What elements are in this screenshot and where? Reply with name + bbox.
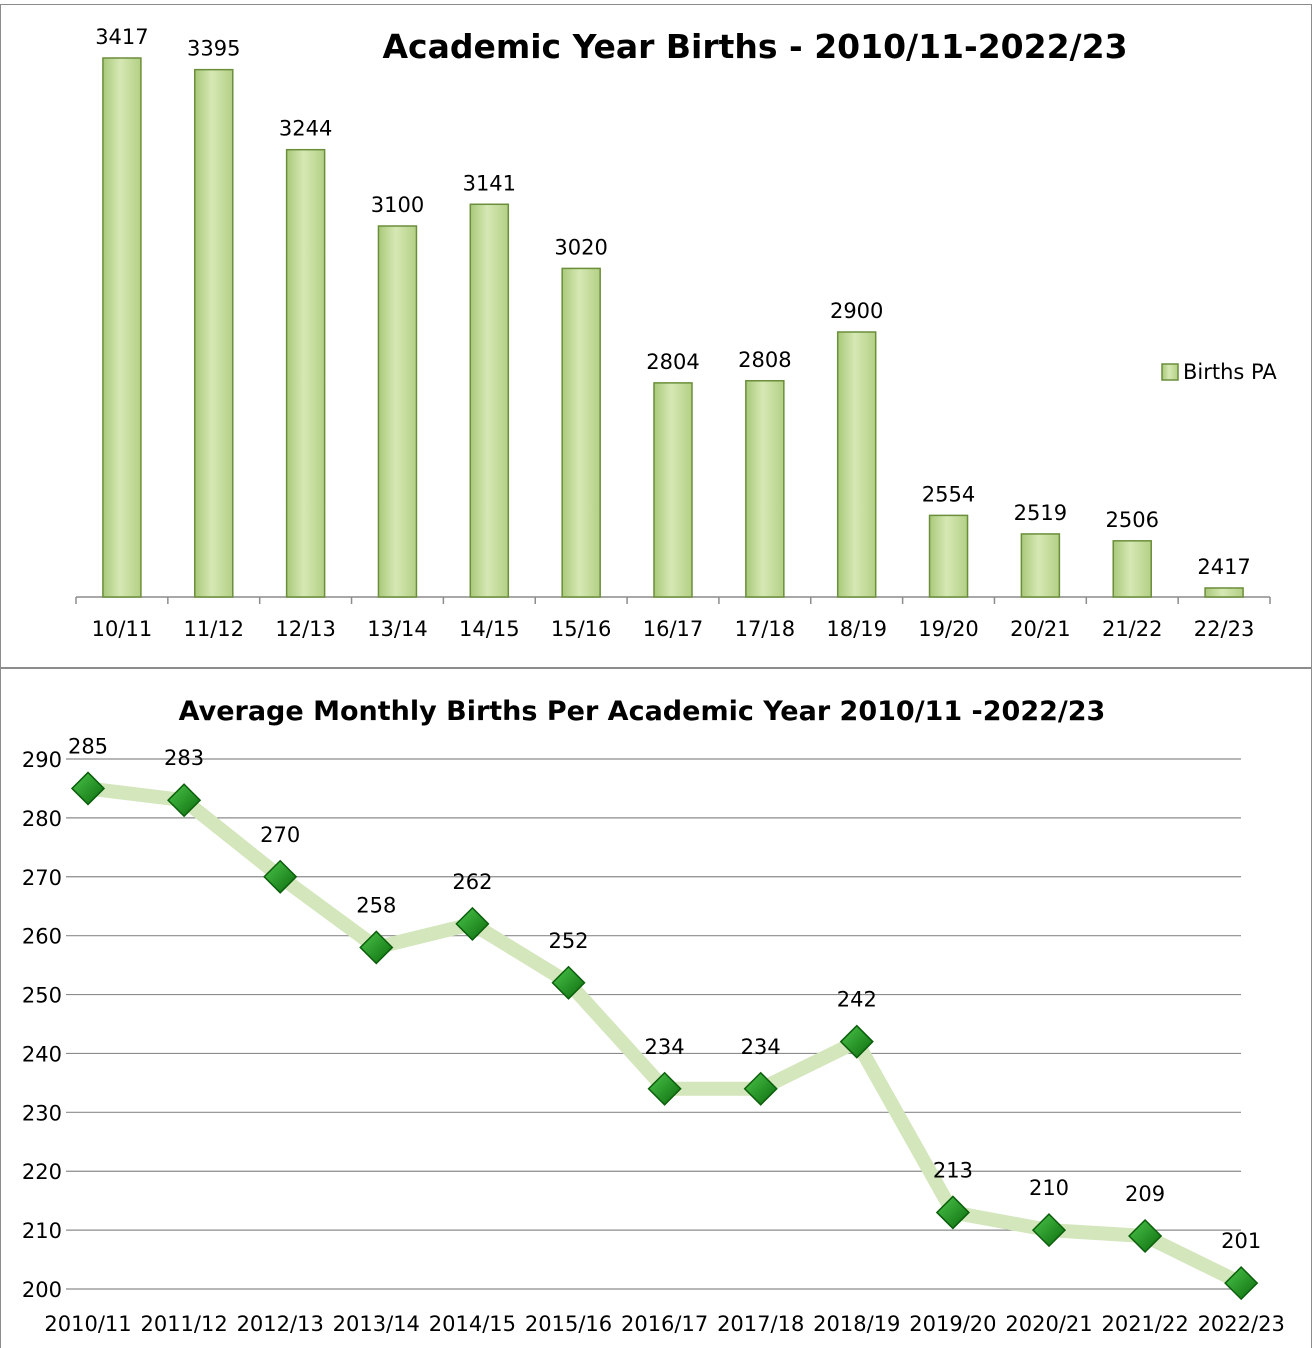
x-tick-label: 18/19 bbox=[826, 617, 887, 641]
data-point bbox=[1224, 1266, 1259, 1301]
legend-label: Births PA bbox=[1183, 360, 1277, 384]
bar-value-label: 3244 bbox=[279, 117, 332, 141]
y-tick-label: 220 bbox=[22, 1160, 62, 1184]
data-label: 270 bbox=[260, 823, 300, 847]
y-tick-label: 290 bbox=[22, 748, 62, 772]
bar-value-label: 3417 bbox=[95, 25, 148, 49]
data-label: 213 bbox=[933, 1158, 973, 1182]
y-tick-label: 270 bbox=[22, 866, 62, 890]
bar bbox=[285, 148, 326, 598]
bar-value-label: 2519 bbox=[1014, 501, 1067, 525]
data-label: 285 bbox=[68, 734, 108, 758]
data-point bbox=[743, 1071, 778, 1106]
line-chart-title: Average Monthly Births Per Academic Year… bbox=[179, 696, 1106, 727]
data-label: 262 bbox=[452, 870, 492, 894]
data-point bbox=[359, 930, 394, 965]
data-point bbox=[551, 965, 586, 1000]
bar-value-label: 3141 bbox=[463, 171, 516, 195]
x-tick-label: 20/21 bbox=[1010, 617, 1071, 641]
data-label: 283 bbox=[164, 746, 204, 770]
data-label: 234 bbox=[741, 1035, 781, 1059]
y-tick-label: 280 bbox=[22, 807, 62, 831]
y-tick-label: 240 bbox=[22, 1042, 62, 1066]
bar bbox=[377, 225, 418, 598]
data-point bbox=[647, 1071, 682, 1106]
legend: Births PA bbox=[1161, 360, 1277, 384]
x-tick-label: 21/22 bbox=[1102, 617, 1163, 641]
bar-value-label: 3395 bbox=[187, 37, 240, 61]
x-tick-label: 13/14 bbox=[367, 617, 428, 641]
y-tick-label: 260 bbox=[22, 925, 62, 949]
x-tick-label: 2012/13 bbox=[237, 1312, 324, 1336]
x-tick-label: 2019/20 bbox=[909, 1312, 996, 1336]
data-point bbox=[455, 906, 490, 941]
bar bbox=[836, 331, 877, 598]
data-label: 242 bbox=[837, 988, 877, 1012]
x-tick-label: 15/16 bbox=[551, 617, 612, 641]
bar-value-label: 2804 bbox=[646, 350, 699, 374]
data-label: 258 bbox=[356, 893, 396, 917]
x-tick-label: 2014/15 bbox=[429, 1312, 516, 1336]
bar bbox=[102, 57, 142, 598]
x-tick-label: 2013/14 bbox=[333, 1312, 420, 1336]
data-point bbox=[167, 783, 202, 818]
x-tick-label: 2016/17 bbox=[621, 1312, 708, 1336]
y-tick-label: 230 bbox=[22, 1101, 62, 1125]
data-point bbox=[935, 1195, 970, 1230]
data-label: 201 bbox=[1221, 1229, 1261, 1253]
bar-chart: Academic Year Births - 2010/11-2022/23 3… bbox=[75, 25, 1277, 641]
data-point bbox=[263, 859, 298, 894]
x-tick-label: 19/20 bbox=[918, 617, 979, 641]
data-point bbox=[1128, 1218, 1163, 1254]
bar-value-label: 2417 bbox=[1197, 555, 1250, 579]
x-tick-label: 14/15 bbox=[459, 617, 520, 641]
bar bbox=[469, 203, 510, 598]
bar bbox=[561, 267, 601, 598]
bar bbox=[745, 380, 785, 598]
x-tick-label: 2018/19 bbox=[813, 1312, 900, 1336]
x-tick-label: 2015/16 bbox=[525, 1312, 612, 1336]
bar bbox=[928, 514, 969, 598]
bar-value-label: 2900 bbox=[830, 299, 883, 323]
bar-value-label: 2506 bbox=[1106, 508, 1159, 532]
y-tick-label: 200 bbox=[22, 1278, 62, 1302]
x-tick-label: 22/23 bbox=[1194, 617, 1255, 641]
data-label: 209 bbox=[1125, 1182, 1165, 1206]
x-tick-label: 2010/11 bbox=[44, 1312, 131, 1336]
data-point bbox=[839, 1024, 874, 1059]
bar bbox=[1112, 540, 1152, 598]
y-tick-label: 210 bbox=[22, 1219, 62, 1243]
x-tick-label: 11/12 bbox=[184, 617, 245, 641]
y-tick-label: 250 bbox=[22, 984, 62, 1008]
x-tick-label: 2022/23 bbox=[1198, 1312, 1285, 1336]
bar-value-label: 2808 bbox=[738, 348, 791, 372]
data-point bbox=[1031, 1213, 1067, 1248]
bar-value-label: 3020 bbox=[554, 235, 607, 259]
data-label: 252 bbox=[548, 929, 588, 953]
data-point bbox=[70, 771, 106, 806]
x-tick-label: 16/17 bbox=[643, 617, 704, 641]
legend-swatch bbox=[1161, 363, 1179, 381]
bar bbox=[194, 68, 234, 598]
bar bbox=[1204, 587, 1244, 598]
data-label: 210 bbox=[1029, 1176, 1069, 1200]
x-tick-label: 2011/12 bbox=[140, 1312, 227, 1336]
bar-value-label: 3100 bbox=[371, 193, 424, 217]
bar-value-label: 2554 bbox=[922, 482, 975, 506]
x-tick-label: 2017/18 bbox=[717, 1312, 804, 1336]
x-tick-label: 2020/21 bbox=[1005, 1312, 1092, 1336]
x-tick-label: 10/11 bbox=[92, 617, 153, 641]
bar bbox=[653, 382, 693, 598]
x-tick-label: 17/18 bbox=[735, 617, 796, 641]
data-label: 234 bbox=[645, 1035, 685, 1059]
bar-chart-title: Academic Year Births - 2010/11-2022/23 bbox=[382, 27, 1127, 66]
bar bbox=[1020, 533, 1061, 598]
x-tick-label: 2021/22 bbox=[1101, 1312, 1188, 1336]
x-tick-label: 12/13 bbox=[275, 617, 336, 641]
